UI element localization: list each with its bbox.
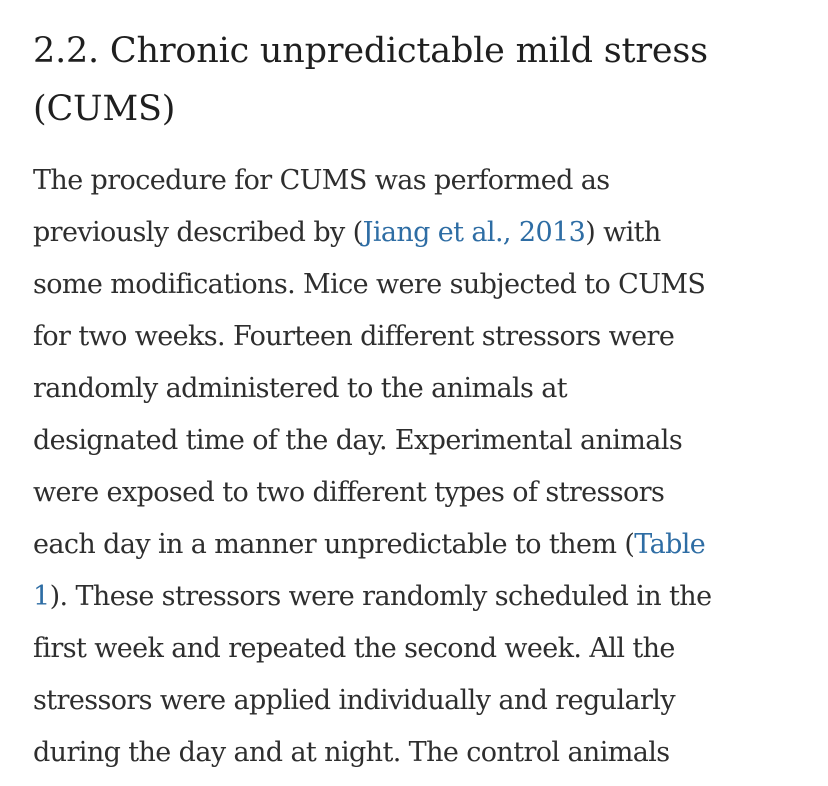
paragraph-line: during the day and at night. The control… [33, 737, 670, 768]
paragraph-text: ) with [585, 217, 661, 248]
paragraph-line: The procedure for CUMS was performed as [33, 165, 610, 196]
section-heading-line-1: 2.2. Chronic unpredictable mild stress [33, 31, 708, 71]
paragraph-line: for two weeks. Fourteen different stress… [33, 321, 675, 352]
paragraph-line: were exposed to two different types of s… [33, 477, 665, 508]
section-heading: 2.2. Chronic unpredictable mild stress (… [33, 22, 823, 138]
paragraph-line: some modifications. Mice were subjected … [33, 269, 706, 300]
article-section: 2.2. Chronic unpredictable mild stress (… [33, 22, 823, 779]
paragraph-line: randomly administered to the animals at [33, 373, 568, 404]
paragraph-text: previously described by ( [33, 217, 363, 248]
citation-link-jiang-2013[interactable]: Jiang et al., 2013 [362, 217, 586, 248]
paragraph-line: stressors were applied individually and … [33, 685, 676, 716]
table-1-link-number[interactable]: 1 [33, 581, 50, 612]
table-1-link[interactable]: Table [634, 529, 706, 560]
paragraph-line: 1). These stressors were randomly schedu… [33, 571, 823, 623]
paragraph-text: ). These stressors were randomly schedul… [49, 581, 712, 612]
body-paragraph: The procedure for CUMS was performed as … [33, 155, 823, 779]
paragraph-line: first week and repeated the second week.… [33, 633, 675, 664]
paragraph-line: designated time of the day. Experimental… [33, 425, 683, 456]
section-heading-line-2: (CUMS) [33, 89, 176, 129]
paragraph-text: each day in a manner unpredictable to th… [33, 529, 635, 560]
paragraph-line: each day in a manner unpredictable to th… [33, 519, 823, 571]
paragraph-line: previously described by (Jiang et al., 2… [33, 207, 823, 259]
